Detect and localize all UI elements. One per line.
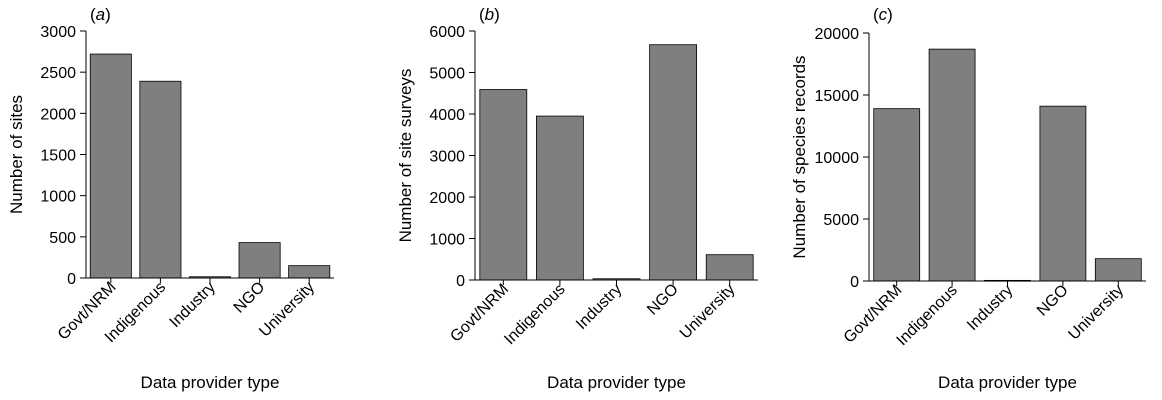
panel-b: 0100020003000400050006000Govt/NRMIndigen…	[396, 5, 758, 392]
y-tick-label-b-4000: 4000	[429, 107, 465, 124]
x-tick-label-a-ngo: NGO	[231, 279, 269, 317]
x-tick-label-c-ngo: NGO	[1034, 282, 1072, 320]
x-tick-label-b-industry: Industry	[573, 281, 625, 333]
y-tick-label-c-5000: 5000	[823, 212, 859, 229]
x-axis-title-a: Data provider type	[141, 373, 280, 392]
y-tick-label-c-20000: 20000	[815, 26, 860, 43]
y-tick-label-b-5000: 5000	[429, 66, 465, 83]
y-axis-title-c: Number of species records	[790, 55, 809, 258]
panel-label-b: (b)	[479, 5, 500, 24]
y-tick-label-b-2000: 2000	[429, 190, 465, 207]
bar-university-b	[705, 254, 754, 281]
x-tick-label-c-indigenous: Indigenous	[894, 282, 961, 349]
y-tick-label-a-0: 0	[67, 271, 76, 288]
x-tick-label-b-university: University	[677, 281, 739, 343]
y-axis-title-b: Number of site surveys	[396, 69, 415, 243]
x-axis-title-c: Data provider type	[938, 373, 1077, 392]
x-tick-label-c-university: University	[1065, 282, 1127, 344]
y-tick-label-a-2000: 2000	[40, 106, 76, 123]
y-tick-label-a-500: 500	[49, 230, 76, 247]
y-tick-label-b-1000: 1000	[429, 232, 465, 249]
y-tick-label-c-15000: 15000	[815, 88, 860, 105]
x-axis-title-b: Data provider type	[547, 373, 686, 392]
x-tick-label-b-indigenous: Indigenous	[501, 281, 568, 348]
bar-indigenous-b	[536, 115, 584, 281]
y-axis-title-a: Number of sites	[7, 95, 26, 214]
panel-label-a: (a)	[90, 5, 111, 24]
y-tick-label-a-1000: 1000	[40, 189, 76, 206]
bar-ngo-c	[1039, 105, 1087, 282]
y-tick-label-a-1500: 1500	[40, 148, 76, 165]
bar-university-c	[1094, 258, 1142, 282]
y-tick-label-b-0: 0	[456, 273, 465, 290]
y-tick-label-a-3000: 3000	[40, 24, 76, 41]
bar-ngo-a	[238, 242, 281, 279]
panel-label-c: (c)	[873, 5, 893, 24]
y-tick-label-b-6000: 6000	[429, 24, 465, 41]
y-tick-label-b-3000: 3000	[429, 149, 465, 166]
bar-indigenous-a	[139, 80, 182, 279]
bar-indigenous-c	[928, 48, 976, 282]
y-tick-label-c-0: 0	[850, 274, 859, 291]
x-tick-label-c-industry: Industry	[964, 282, 1016, 334]
bar-govt-nrm-a	[89, 53, 132, 279]
bar-ngo-b	[649, 44, 697, 281]
y-tick-label-c-10000: 10000	[815, 150, 860, 167]
panel-a: 050010001500200025003000Govt/NRMIndigeno…	[7, 5, 334, 392]
y-tick-label-a-2500: 2500	[40, 65, 76, 82]
bar-govt-nrm-c	[873, 108, 921, 282]
x-tick-label-b-ngo: NGO	[644, 281, 682, 319]
bar-govt-nrm-b	[479, 89, 528, 281]
x-tick-label-a-industry: Industry	[167, 279, 219, 331]
bar-university-a	[288, 265, 331, 279]
